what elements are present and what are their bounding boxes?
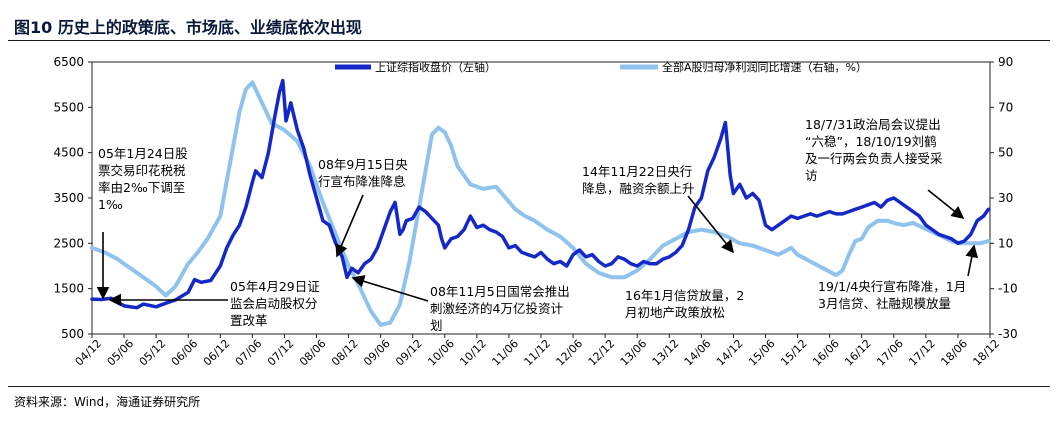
y-left-tick-label: 6500	[53, 55, 84, 69]
y-left-tick-label: 2500	[53, 236, 84, 250]
y-right-tick-label: 90	[998, 55, 1013, 69]
x-tick-label: 15/06	[746, 337, 778, 369]
series-line-shanghai-index	[90, 78, 991, 310]
x-tick-label: 11/12	[522, 337, 554, 369]
x-tick-label: 08/12	[329, 337, 361, 369]
x-tick-label: 05/12	[137, 337, 169, 369]
x-tick-label: 15/12	[778, 337, 810, 369]
x-tick-label: 17/06	[874, 337, 906, 369]
series-line-profit-growth	[90, 80, 991, 327]
title-rule	[8, 40, 1050, 41]
y-right-tick-label: 30	[998, 191, 1013, 205]
annotation-2019-rrr-cut: 19/1/4央行宣布降准，1月 3月信贷、社融规模放量	[818, 279, 967, 311]
legend-label-index: 上证综指收盘价（左轴）	[375, 60, 496, 74]
x-tick-label: 17/12	[906, 337, 938, 369]
x-tick-label: 07/12	[265, 337, 297, 369]
annotation-2014-rate-cut: 14年11月22日央行 降息，融资余额上升	[582, 164, 695, 196]
x-tick-label: 09/12	[393, 337, 425, 369]
x-tick-label: 16/06	[810, 337, 842, 369]
x-tick-label: 10/12	[457, 337, 489, 369]
series	[90, 78, 991, 327]
y-left-tick-label: 1500	[53, 282, 84, 296]
x-tick-label: 12/12	[586, 337, 618, 369]
x-tick-label: 05/06	[105, 337, 137, 369]
source-rule	[8, 386, 1050, 387]
y-left-tick-label: 500	[61, 327, 84, 341]
x-tick-label: 14/12	[714, 337, 746, 369]
x-tick-label: 06/12	[201, 337, 233, 369]
y-left-tick-label: 3500	[53, 191, 84, 205]
x-tick-label: 09/06	[361, 337, 393, 369]
y-right-tick-label: -30	[998, 327, 1018, 341]
x-tick-label: 16/12	[842, 337, 874, 369]
arrow-2018-politburo	[927, 189, 965, 219]
x-tick-label: 13/06	[618, 337, 650, 369]
legend: 上证综指收盘价（左轴） 全部A股归母净利润同比增速（右轴，%）	[335, 60, 867, 74]
source-note: 资料来源：Wind，海通证券研究所	[14, 395, 201, 409]
annotation-2018-politburo: 18/7/31政治局会议提出 “六稳”，18/10/19刘鹤 及一行两会负责人接受采…	[805, 117, 943, 183]
annotation-2016-credit: 16年1月信贷放量，2 月初地产政策放松	[625, 288, 745, 320]
x-tick-label: 18/12	[971, 337, 1003, 369]
x-tick-label: 12/06	[554, 337, 586, 369]
x-tick-label: 18/06	[938, 337, 970, 369]
annotation-2005-share-reform: 05年4月29日证 监会启动股权分 置改革	[230, 279, 320, 328]
y-right-tick-label: 50	[998, 146, 1013, 160]
x-tick-label: 10/06	[425, 337, 457, 369]
legend-label-profit: 全部A股归母净利润同比增速（右轴，%）	[662, 60, 867, 74]
arrow-2008-rate-cut	[335, 194, 364, 258]
x-tick-label: 07/06	[233, 337, 265, 369]
arrow-2019-rrr-cut	[965, 244, 979, 277]
y-right-tick-label: 10	[998, 236, 1013, 250]
annotation-2005-stamp-tax: 05年1月24日股 票交易印花税税 率由2‰下调至 1‰	[98, 146, 188, 212]
x-tick-label: 08/06	[297, 337, 329, 369]
annotation-2008-stimulus: 08年11月5日国常会推出 刺激经济的4万亿投资计划	[430, 284, 570, 333]
y-left-tick-label: 4500	[53, 146, 84, 160]
arrow-2014-rate-cut	[687, 195, 735, 254]
x-tick-label: 13/12	[650, 337, 682, 369]
y-right-tick-label: 70	[998, 100, 1013, 114]
x-tick-label: 14/06	[682, 337, 714, 369]
x-tick-label: 04/12	[73, 337, 105, 369]
chart-title: 图10 历史上的政策底、市场底、业绩底依次出现	[14, 18, 362, 37]
x-tick-label: 11/06	[489, 337, 521, 369]
annotation-2008-rate-cut: 08年9月15日央 行宣布降准降息	[318, 157, 408, 189]
y-left-tick-label: 5500	[53, 100, 84, 114]
x-tick-label: 06/06	[169, 337, 201, 369]
annotation-arrows	[96, 189, 979, 307]
arrow-2008-stimulus	[351, 275, 429, 302]
y-right-tick-label: -10	[998, 282, 1018, 296]
